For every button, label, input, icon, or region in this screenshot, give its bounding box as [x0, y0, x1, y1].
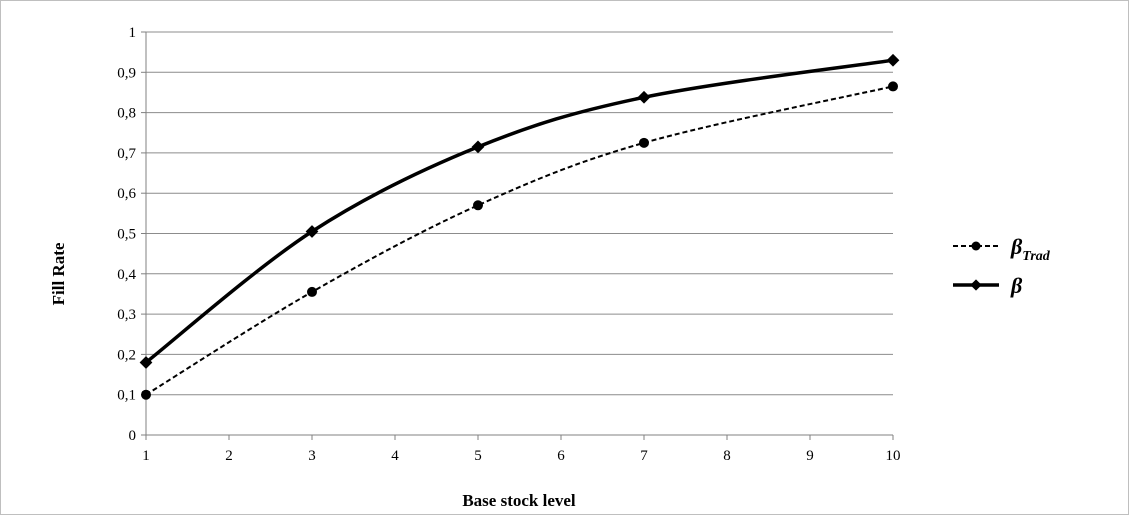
y-tick-label: 1	[129, 25, 137, 41]
data-point	[139, 356, 153, 369]
x-tick-label: 6	[557, 448, 565, 464]
x-tick-label: 8	[723, 448, 731, 464]
series-line	[144, 58, 894, 364]
legend-item-beta-trad: βTrad	[953, 234, 1051, 264]
series-1	[139, 53, 900, 369]
x-tick-label: 2	[225, 448, 233, 464]
y-tick-label: 0,6	[117, 186, 136, 202]
x-tick-label: 9	[806, 448, 814, 464]
x-tick-label: 10	[886, 448, 901, 464]
data-point	[473, 200, 483, 211]
y-tick-label: 0,3	[117, 307, 136, 323]
data-point	[888, 81, 898, 92]
data-point	[307, 286, 317, 297]
y-tick-label: 0,4	[117, 267, 136, 283]
data-point	[141, 389, 151, 400]
data-point	[305, 225, 319, 238]
y-tick-label: 0,9	[117, 65, 136, 81]
grid-lines	[146, 31, 893, 396]
legend: βTrad β	[953, 234, 1051, 298]
y-tick-label: 0,1	[117, 388, 136, 404]
data-point	[639, 137, 649, 148]
legend-item-beta: β	[953, 273, 1023, 298]
series-0	[141, 81, 898, 400]
y-tick-labels: 0 0,1 0,2 0,3 0,4 0,5 0,6 0,7 0,8 0,9 1	[117, 25, 146, 444]
x-tick-label: 1	[142, 448, 150, 464]
legend-swatch-marker	[971, 241, 981, 251]
y-tick-label: 0,7	[117, 146, 136, 162]
data-point	[637, 90, 651, 104]
x-tick-label: 3	[308, 448, 316, 464]
legend-label-beta: β	[1010, 273, 1023, 298]
y-tick-label: 0	[129, 428, 137, 444]
y-tick-label: 0,2	[117, 347, 136, 363]
y-tick-label: 0,5	[117, 227, 136, 243]
x-tick-label: 7	[640, 448, 648, 464]
x-tick-label: 5	[474, 448, 482, 464]
x-tick-labels: 1 2 3 4 5 6 7 8 9 10	[142, 435, 901, 464]
y-tick-label: 0,8	[117, 106, 136, 122]
legend-label-beta-trad: βTrad	[1010, 234, 1051, 264]
legend-label-symbol: β	[1010, 234, 1023, 259]
x-tick-label: 4	[391, 448, 399, 464]
x-axis-title: Base stock level	[462, 491, 576, 510]
y-axis-title: Fill Rate	[49, 242, 68, 305]
series-layer	[139, 53, 900, 400]
legend-swatch-marker	[970, 279, 982, 291]
legend-label-subscript: Trad	[1022, 249, 1050, 264]
data-point	[886, 53, 900, 67]
data-point	[471, 140, 485, 154]
